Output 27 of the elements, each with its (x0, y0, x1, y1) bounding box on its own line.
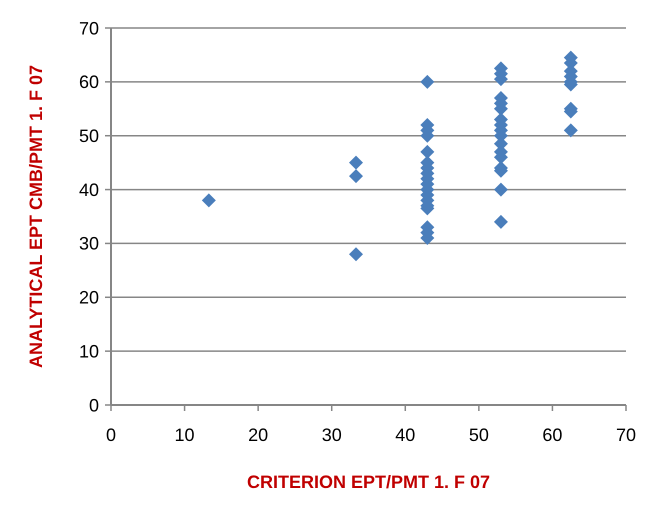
y-tick-label: 30 (78, 234, 99, 254)
point (494, 182, 508, 197)
point (348, 169, 363, 184)
x-axis-title: CRITERION EPT/PMT 1. F 07 (246, 472, 490, 492)
x-tick-label: 40 (395, 425, 416, 445)
point (348, 247, 363, 262)
point (420, 74, 434, 89)
point (348, 156, 363, 170)
x-tick-label: 50 (468, 425, 489, 445)
y-tick-label: 0 (88, 395, 99, 416)
y-tick-label: 10 (78, 341, 99, 362)
x-tick-label: 10 (174, 425, 195, 445)
x-tick-label: 70 (616, 425, 636, 445)
x-tick-label: 20 (248, 425, 268, 445)
y-tick-label: 40 (78, 180, 99, 200)
point (202, 193, 216, 208)
y-axis-title: ANALYTICAL EPT CMB/PMT 1. F 07 (26, 64, 46, 368)
point (494, 214, 508, 229)
point (564, 123, 578, 138)
x-tick-label: 30 (322, 425, 342, 445)
y-tick-label: 50 (78, 126, 99, 146)
y-tick-label: 20 (78, 288, 99, 308)
x-tick-label: 60 (542, 425, 562, 445)
y-tick-label: 60 (78, 72, 99, 92)
point (420, 144, 434, 159)
x-tick-label: 0 (106, 425, 116, 445)
y-tick-label: 70 (78, 18, 99, 38)
